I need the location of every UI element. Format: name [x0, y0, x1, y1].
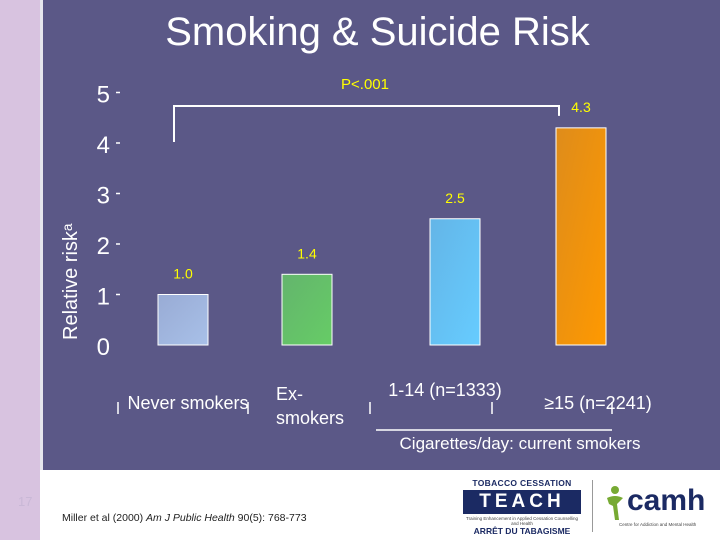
y-tick-label: 3: [97, 183, 110, 210]
y-tick-label: 2: [97, 233, 110, 260]
category-label-never-smokers: Never smokers: [127, 393, 249, 413]
value-labels: 1.0 1.4 2.5 4.3: [173, 99, 591, 282]
y-tick-label: 0: [97, 334, 110, 361]
decorative-left-strip: [0, 0, 43, 470]
y-axis-label: Relative riskᵃ: [60, 223, 82, 340]
group-label: Cigarettes/day: current smokers: [399, 434, 641, 453]
bar-0: [157, 294, 209, 346]
y-axis: 0 1 2 3 4 5: [97, 82, 120, 361]
camh-logo: camh Centre for Addiction and Mental Hea…: [603, 478, 718, 538]
value-label-0: 1.0: [173, 266, 193, 282]
bars: [157, 127, 607, 346]
value-label-3: 4.3: [571, 99, 591, 115]
bar-2: [429, 218, 481, 346]
x-axis-ticks: [117, 402, 613, 431]
y-tick-label: 4: [97, 132, 110, 159]
decorative-footer-strip: [0, 470, 40, 540]
slide-number: 17: [18, 494, 33, 509]
slide-title: Smoking & Suicide Risk: [165, 10, 590, 54]
bar-1: [281, 273, 333, 346]
y-tick-label: 5: [97, 82, 110, 109]
significance-bracket: [173, 105, 560, 142]
p-value-label: P<.001: [341, 76, 389, 93]
camh-figure-icon: [607, 486, 623, 520]
category-label-1-14: 1-14 (n=1333): [388, 380, 502, 400]
teach-logo: TOBACCO CESSATION TEACH Training Enhance…: [463, 478, 581, 538]
bar-3: [555, 127, 607, 346]
y-tick-label: 1: [97, 284, 110, 311]
citation: Miller et al (2000) Am J Public Health 9…: [62, 512, 307, 524]
value-label-2: 2.5: [445, 190, 465, 206]
value-label-1: 1.4: [297, 245, 317, 261]
footer: [0, 470, 720, 540]
bar-chart: 0 1 2 3 4 5 1.0 1.4 2.5 4.3: [97, 82, 613, 431]
logo-divider: [592, 480, 593, 532]
category-label-15-plus: ≥15 (n=2241): [544, 393, 652, 413]
category-label-ex-smokers: Ex-smokers: [276, 384, 345, 428]
